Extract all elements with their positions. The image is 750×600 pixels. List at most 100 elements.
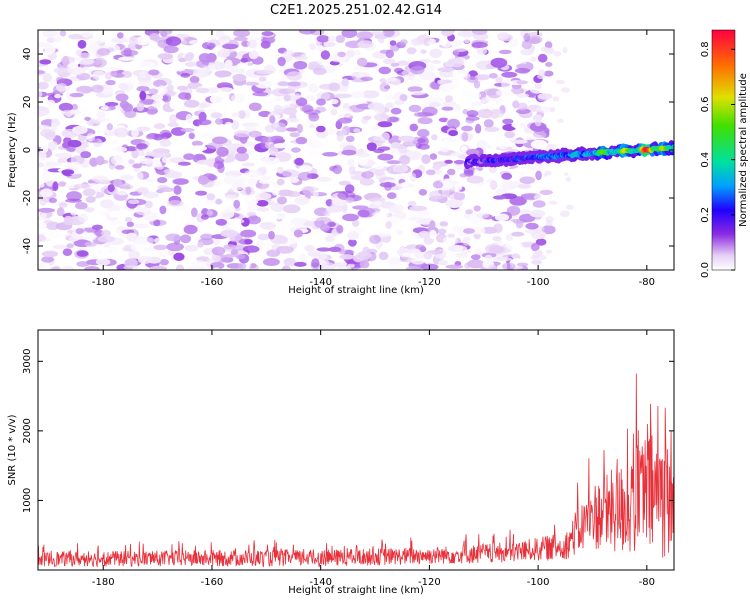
spectrogram-cell bbox=[91, 175, 109, 182]
spectrogram-cell bbox=[126, 232, 138, 242]
spectrogram-cell bbox=[347, 231, 360, 241]
spectrogram-cell bbox=[294, 196, 310, 205]
spectrogram-cell bbox=[164, 152, 171, 158]
spectrogram-cell bbox=[508, 38, 519, 48]
spectrogram-cell bbox=[546, 143, 557, 150]
spectrogram-cell bbox=[166, 242, 185, 252]
spectrogram-cell bbox=[190, 145, 207, 152]
spectrogram-cell bbox=[273, 95, 283, 101]
spectrogram-cell bbox=[517, 102, 528, 111]
spectrogram-cell bbox=[46, 162, 62, 167]
spectrogram-cell bbox=[340, 108, 354, 118]
spectrogram-cell bbox=[195, 190, 208, 196]
spectrogram-cell bbox=[447, 118, 460, 129]
spectrogram-cell bbox=[377, 121, 393, 128]
spectrogram-cell bbox=[410, 38, 425, 46]
spectrogram-cell bbox=[148, 88, 159, 95]
spectrogram-cell bbox=[236, 254, 246, 260]
spectrogram-cell bbox=[213, 237, 221, 246]
spectrogram-cell bbox=[218, 87, 234, 93]
spectrogram-cell bbox=[54, 93, 61, 99]
spectrogram-cell bbox=[410, 65, 425, 75]
spectrogram-cell bbox=[485, 202, 496, 209]
spectrogram-cell bbox=[149, 33, 160, 41]
spectrogram-cell bbox=[417, 117, 433, 125]
spectrogram-cell bbox=[378, 37, 385, 44]
spectrogram-cell bbox=[454, 183, 463, 191]
colorbar: 0.0 0.2 0.4 0.6 0.8 Normalized spectral ampl… bbox=[700, 29, 749, 278]
spectrogram-cell bbox=[232, 73, 247, 82]
spectrogram-cell bbox=[529, 163, 544, 171]
spectrogram-cell bbox=[42, 73, 52, 83]
spectrogram-cell bbox=[100, 199, 114, 209]
spectrogram-cell bbox=[76, 261, 90, 267]
spectrogram-cell bbox=[242, 162, 255, 167]
spectrogram-cell bbox=[385, 49, 394, 59]
spectrogram-cell bbox=[58, 202, 68, 208]
spectrogram-cell bbox=[490, 57, 508, 68]
spectrogram-cell bbox=[437, 79, 444, 85]
spectrogram-cell bbox=[184, 61, 197, 67]
spectrogram-cell bbox=[528, 31, 543, 38]
spectrogram-cell bbox=[328, 246, 342, 252]
spectrogram-cell bbox=[531, 259, 542, 265]
spectrogram-cell bbox=[350, 91, 365, 99]
spectrogram-cell bbox=[474, 123, 482, 134]
spectrogram-cell bbox=[172, 178, 189, 185]
spectrogram-cell bbox=[532, 131, 547, 139]
spectrogram-cell bbox=[173, 185, 182, 195]
spectrogram-cell bbox=[566, 204, 574, 210]
spectrogram-cell bbox=[505, 234, 514, 241]
spectrogram-cell bbox=[268, 146, 279, 156]
spectrogram-cell bbox=[425, 169, 436, 176]
spectrogram-cell bbox=[277, 166, 284, 174]
spectrogram-cell bbox=[366, 142, 377, 152]
spectrogram-cell bbox=[285, 118, 300, 123]
spectrogram-cell bbox=[159, 30, 173, 35]
snr-x-ticks: -180 -160 -140 -120 -100 -80 bbox=[92, 330, 655, 588]
spectrogram-cell bbox=[76, 250, 89, 257]
y-tick-label: 1000 bbox=[22, 488, 33, 513]
colorbar-ticks: 0.0 0.2 0.4 0.6 0.8 bbox=[700, 41, 735, 278]
spectrogram-cell bbox=[372, 200, 382, 206]
spectrogram-cell bbox=[408, 104, 422, 113]
spectrogram-cell bbox=[290, 217, 306, 226]
spectrogram-cell bbox=[48, 197, 58, 203]
spectrogram-cell bbox=[293, 229, 303, 238]
spectrogram-cell bbox=[405, 150, 422, 161]
spectrogram-cell bbox=[271, 215, 284, 220]
spectrogram-cell bbox=[484, 144, 493, 149]
spectrogram-cell bbox=[148, 69, 160, 76]
spectrogram-cell bbox=[197, 241, 204, 248]
spectrogram-cell bbox=[216, 146, 229, 157]
spectrogram-cell bbox=[438, 260, 449, 266]
spectrogram-cell bbox=[463, 91, 482, 100]
spectrogram-cell bbox=[304, 109, 321, 115]
spectrogram-cell bbox=[315, 44, 325, 52]
spectrogram-cell bbox=[282, 107, 297, 115]
spectrogram-cell bbox=[38, 222, 47, 230]
spectrogram-cell bbox=[546, 219, 553, 227]
spectrogram-cell bbox=[368, 197, 386, 203]
x-tick-label: -180 bbox=[92, 277, 115, 288]
spectrogram-cell bbox=[240, 217, 250, 227]
spectrogram-cell bbox=[100, 247, 111, 256]
spectrogram-cell bbox=[77, 39, 87, 49]
spectrogram-cell bbox=[549, 106, 556, 113]
spectrogram-cell bbox=[153, 123, 166, 130]
spectrogram-cell bbox=[200, 214, 209, 220]
spectrogram-cell bbox=[439, 221, 449, 227]
spectrogram-cell bbox=[560, 210, 570, 218]
spectrogram-cell bbox=[52, 181, 59, 192]
spectrogram-cell bbox=[44, 231, 62, 239]
spectrogram-cell bbox=[105, 79, 116, 86]
spectrogram-cell bbox=[61, 265, 75, 270]
spectrogram-cell bbox=[167, 122, 179, 127]
spectrogram-cell bbox=[361, 171, 374, 179]
spectrogram-cell bbox=[188, 132, 195, 140]
y-tick-label: 20 bbox=[22, 96, 33, 109]
spectrogram-cell bbox=[298, 30, 316, 35]
spectrogram-cell bbox=[361, 90, 380, 99]
spectrogram-cell bbox=[136, 85, 150, 92]
